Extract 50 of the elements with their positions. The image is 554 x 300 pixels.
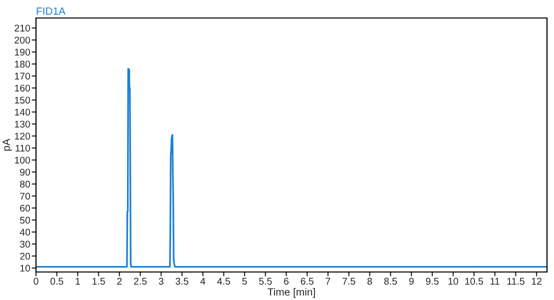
x-tick-label: 7.5: [342, 278, 356, 285]
x-tick-label: 6: [284, 278, 289, 285]
y-tick-label: 130: [14, 120, 30, 128]
x-tick-label: 6.5: [300, 278, 314, 285]
x-tick-label: 11.5: [507, 278, 524, 285]
y-tick-label: 80: [20, 180, 30, 188]
y-tick-label: 110: [16, 144, 30, 152]
x-tick-label: 10.5: [465, 278, 484, 285]
y-tick-label: 60: [20, 204, 30, 212]
y-tick-label: 140: [14, 108, 30, 116]
line-series: [36, 68, 547, 268]
x-tick-label: 3: [158, 278, 164, 285]
x-tick-label: 8: [367, 278, 372, 285]
x-tick-label: 4.5: [217, 278, 230, 285]
chart-title: FID1A: [36, 8, 66, 15]
y-tick-label: 100: [14, 156, 30, 164]
x-tick-label: 9: [409, 278, 414, 285]
x-tick-label: 10: [448, 278, 458, 285]
y-tick-label: 120: [14, 132, 30, 140]
y-tick-label: 150: [14, 96, 30, 104]
x-axis-title: Time [min]: [268, 288, 315, 298]
y-tick-label: 180: [14, 60, 30, 68]
y-tick-label: 200: [14, 36, 30, 44]
y-tick-label: 170: [14, 72, 30, 80]
x-tick-label: 5: [242, 278, 247, 285]
y-tick-label: 160: [14, 84, 30, 92]
x-tick-label: 8.5: [384, 278, 397, 285]
x-tick-label: 0.5: [50, 278, 64, 285]
x-tick-label: 3.5: [176, 278, 188, 285]
x-tick-label: 1: [76, 278, 80, 285]
y-tick-label: 50: [20, 216, 30, 224]
x-tick-label: 2: [117, 278, 122, 285]
y-tick-label: 40: [20, 228, 30, 236]
x-tick-label: 12: [532, 278, 542, 285]
y-tick-label: 210: [14, 24, 30, 32]
x-tick-label: 1.5: [92, 278, 105, 285]
y-tick-label: 70: [20, 192, 30, 200]
x-tick-label: 2.5: [134, 278, 147, 285]
y-tick-label: 30: [20, 240, 30, 248]
y-axis-title: pA: [2, 138, 12, 151]
x-tick-label: 11: [490, 278, 500, 285]
x-tick-label: 4: [200, 278, 206, 285]
x-tick-label: 0: [34, 278, 38, 285]
x-tick-label: 7: [326, 278, 330, 285]
x-tick-label: 9.5: [426, 278, 439, 285]
y-tick-label: 10: [20, 264, 30, 272]
x-tick-label: 5.5: [259, 278, 272, 285]
y-tick-label: 90: [20, 168, 30, 176]
y-tick-label: 20: [20, 252, 30, 260]
y-tick-label: 190: [14, 48, 30, 56]
